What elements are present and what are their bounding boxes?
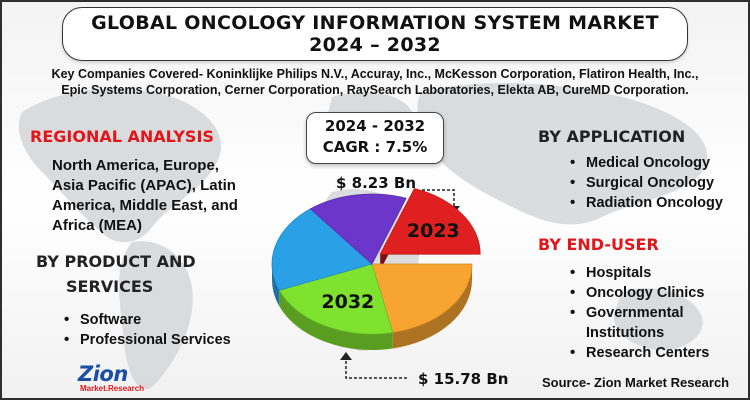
pie-tops: 2023 2032 bbox=[271, 188, 481, 335]
pie-label-2032: 2032 bbox=[321, 291, 374, 313]
page-title-years: 2024 – 2032 bbox=[309, 34, 441, 56]
value-label-2023: $ 8.23 Bn bbox=[336, 174, 417, 192]
title-banner: GLOBAL ONCOLOGY INFORMATION SYSTEM MARKE… bbox=[62, 7, 688, 61]
source-note: Source- Zion Market Research bbox=[542, 375, 730, 390]
key-companies-line-2: Epic Systems Corporation, Cerner Corpora… bbox=[61, 83, 689, 97]
pie-slice-0 bbox=[379, 188, 481, 255]
value-label-2032: $ 15.78 Bn bbox=[418, 370, 509, 388]
cagr-value: CAGR : 7.5% bbox=[322, 138, 428, 156]
regional-line-2: Asia Pacific (APAC), Latin bbox=[52, 177, 236, 194]
list-item: Governmental Institutions bbox=[564, 303, 736, 343]
arrow-2032 bbox=[345, 356, 408, 379]
product-list: Software Professional Services bbox=[58, 310, 231, 350]
list-item: Radiation Oncology bbox=[564, 193, 723, 213]
regional-analysis-heading: REGIONAL ANALYSIS bbox=[30, 127, 214, 146]
list-item: Hospitals bbox=[564, 263, 744, 283]
zion-logo: Zion Market.Research bbox=[76, 362, 152, 396]
list-item: Software bbox=[58, 310, 231, 330]
pie-slice-2 bbox=[278, 263, 394, 335]
list-item: Surgical Oncology bbox=[564, 173, 723, 193]
pie-slice-4 bbox=[309, 193, 407, 265]
cagr-box: 2024 - 2032 CAGR : 7.5% bbox=[306, 112, 444, 164]
list-item: Medical Oncology bbox=[564, 153, 723, 173]
key-companies-line-1: Key Companies Covered- Koninklijke Phili… bbox=[51, 67, 699, 81]
product-heading-line-2: SERVICES bbox=[66, 277, 154, 296]
arrow-head-2032 bbox=[340, 352, 352, 360]
application-list: Medical Oncology Surgical Oncology Radia… bbox=[564, 153, 723, 213]
logo-wordmark: Zion bbox=[78, 362, 128, 386]
pie-slice-1 bbox=[371, 263, 473, 333]
page-title: GLOBAL ONCOLOGY INFORMATION SYSTEM MARKE… bbox=[91, 12, 659, 34]
list-item: Oncology Clinics bbox=[564, 283, 744, 303]
end-user-list: Hospitals Oncology Clinics Governmental … bbox=[564, 263, 744, 363]
pie-chart: 2023 2032 bbox=[271, 188, 481, 350]
key-companies: Key Companies Covered- Koninklijke Phili… bbox=[14, 66, 736, 98]
product-heading-line-1: BY PRODUCT AND bbox=[36, 252, 196, 271]
application-heading: BY APPLICATION bbox=[538, 127, 686, 146]
pie-label-2023: 2023 bbox=[407, 220, 460, 242]
pie-slice-side-1 bbox=[392, 264, 472, 349]
pie-slice-side-3 bbox=[272, 264, 280, 307]
product-services-heading: BY PRODUCT AND SERVICES bbox=[36, 251, 196, 297]
regional-line-1: North America, Europe, bbox=[52, 157, 219, 174]
cagr-period: 2024 - 2032 bbox=[324, 117, 426, 135]
logo-subtext: Market.Research bbox=[80, 384, 145, 393]
arrow-2023 bbox=[422, 189, 455, 208]
end-user-heading: BY END-USER bbox=[538, 235, 659, 254]
pie-slice-3 bbox=[271, 208, 373, 291]
regional-line-3: America, Middle East, and bbox=[52, 197, 238, 214]
regional-list: North America, Europe, Asia Pacific (APA… bbox=[52, 156, 238, 236]
list-item: Research Centers bbox=[564, 343, 744, 363]
list-item: Professional Services bbox=[58, 330, 231, 350]
regional-line-4: Africa (MEA) bbox=[52, 217, 143, 234]
pie-slice-side-2 bbox=[279, 290, 393, 350]
